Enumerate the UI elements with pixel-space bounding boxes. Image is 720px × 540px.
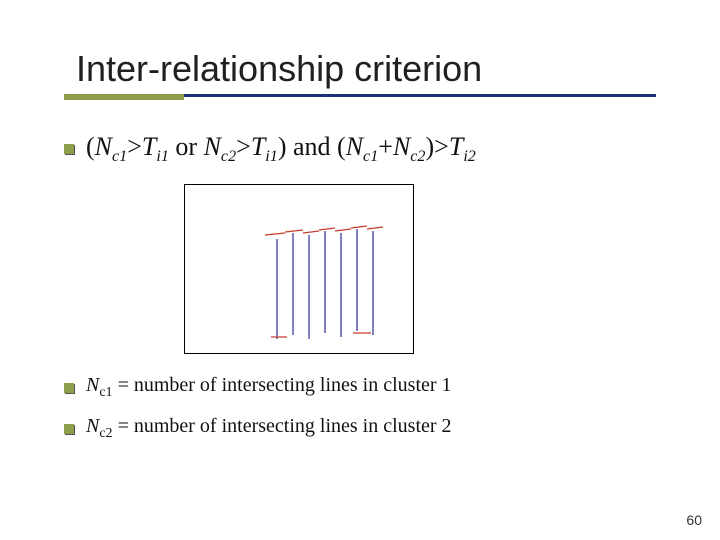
v-N4: N xyxy=(393,132,410,161)
l1-var: N xyxy=(86,374,99,396)
rule-short xyxy=(64,94,184,100)
legend-2: Nc2 = number of intersecting lines in cl… xyxy=(86,415,452,442)
title-block: Inter-relationship criterion xyxy=(64,48,656,108)
or: or xyxy=(169,132,204,161)
and: and xyxy=(286,132,337,161)
bullet-icon xyxy=(64,383,74,393)
l1-txt: = number of intersecting lines in cluste… xyxy=(113,374,452,396)
title-underline xyxy=(64,94,656,100)
s-c1b: c1 xyxy=(363,148,378,165)
criterion-formula: (Nc1>Ti1 or Nc2>Ti1) and (Nc1+Nc2)>Ti2 xyxy=(86,132,476,166)
line-diagram xyxy=(184,184,414,354)
s-c2: c2 xyxy=(221,148,236,165)
s-i1b: i1 xyxy=(265,148,278,165)
rp2: ) xyxy=(426,132,435,161)
bullet-icon xyxy=(64,424,74,434)
plus: + xyxy=(378,132,393,161)
v-T1: T xyxy=(142,132,156,161)
legend-row-1: Nc1 = number of intersecting lines in cl… xyxy=(64,374,656,401)
s-c1: c1 xyxy=(112,148,127,165)
slide: Inter-relationship criterion (Nc1>Ti1 or… xyxy=(0,0,720,540)
v-N2: N xyxy=(204,132,221,161)
page-number: 60 xyxy=(686,512,702,528)
v-N3: N xyxy=(346,132,363,161)
s-c2b: c2 xyxy=(410,148,425,165)
gt1: > xyxy=(127,132,142,161)
gt3: > xyxy=(434,132,449,161)
lp2: ( xyxy=(337,132,346,161)
v-T3: T xyxy=(449,132,463,161)
l2-txt: = number of intersecting lines in cluste… xyxy=(113,415,452,437)
legend-1: Nc1 = number of intersecting lines in cl… xyxy=(86,374,452,401)
l1-sub: c1 xyxy=(99,385,112,400)
slide-title: Inter-relationship criterion xyxy=(76,48,656,90)
formula-row: (Nc1>Ti1 or Nc2>Ti1) and (Nc1+Nc2)>Ti2 xyxy=(64,132,656,166)
s-i2: i2 xyxy=(463,148,476,165)
l2-var: N xyxy=(86,415,99,437)
v-N1: N xyxy=(95,132,112,161)
gt2: > xyxy=(236,132,251,161)
bullet-icon xyxy=(64,144,74,154)
v-T2: T xyxy=(251,132,265,161)
legend-row-2: Nc2 = number of intersecting lines in cl… xyxy=(64,415,656,442)
l2-sub: c2 xyxy=(99,426,112,441)
s-i1a: i1 xyxy=(156,148,169,165)
diagram-svg xyxy=(185,185,415,355)
lp: ( xyxy=(86,132,95,161)
